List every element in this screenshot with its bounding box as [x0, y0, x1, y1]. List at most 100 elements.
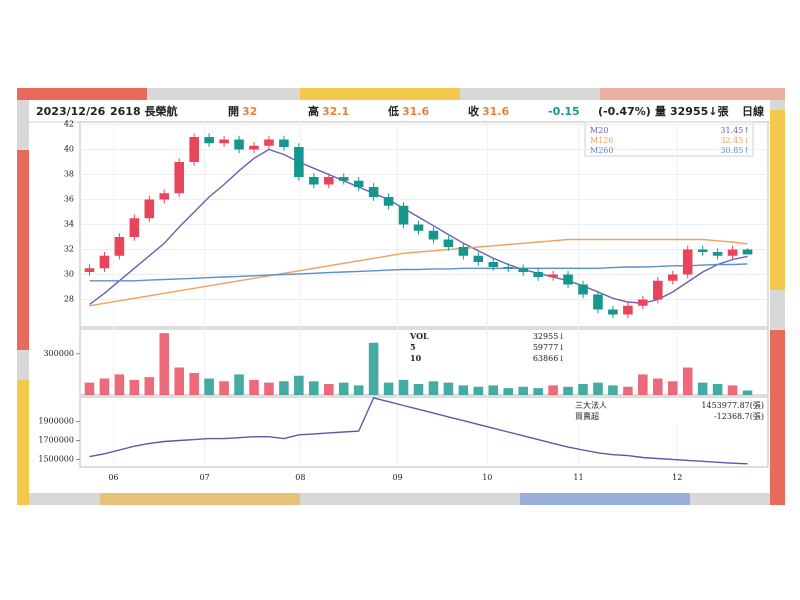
y-tick-label: 28 — [64, 295, 74, 304]
volume-label: 量 — [655, 105, 666, 118]
volume-bar — [249, 379, 259, 395]
stock: 2618 長榮航 — [110, 104, 177, 118]
candle-body — [518, 268, 528, 272]
y-tick-label: 38 — [64, 170, 74, 179]
chart-window — [29, 100, 770, 493]
volume-bar — [279, 381, 289, 395]
volume: 32955↓張 — [670, 105, 729, 118]
volume-bar — [84, 382, 95, 395]
volume-panel — [79, 328, 769, 396]
volume-legend-value: 59777↓ — [533, 343, 565, 352]
volume-bar — [608, 385, 618, 395]
volume-bar — [533, 388, 543, 395]
volume-bar — [368, 342, 379, 395]
y-tick-label: 40 — [64, 145, 74, 154]
volume-bar — [309, 381, 319, 395]
header-label: 收 — [468, 104, 479, 118]
candle-body — [338, 177, 349, 181]
volume-bar — [129, 379, 140, 395]
volume-bar — [294, 375, 304, 395]
volume-bar — [653, 378, 663, 395]
volume-bar — [473, 386, 484, 395]
volume-legend-value: 63866↓ — [533, 354, 565, 363]
candle-body — [84, 268, 95, 272]
volume-bar — [383, 382, 394, 395]
x-tick-label: 10 — [482, 473, 492, 482]
change-pct: (-0.47%) — [598, 105, 651, 118]
candle-body — [563, 274, 573, 285]
period: 日線 — [742, 104, 764, 118]
volume-legend-name: 5 — [410, 342, 416, 352]
legend-name: M20 — [590, 126, 608, 135]
frame-block — [770, 330, 785, 505]
volume-bar — [458, 385, 469, 395]
frame-block — [600, 88, 785, 100]
volume-bar — [99, 378, 110, 395]
candle-body — [473, 255, 484, 262]
y-tick-label: 32 — [64, 245, 74, 254]
candle-body — [204, 137, 214, 144]
holdings-legend-value: 1453977.87(張) — [701, 401, 764, 410]
candle-body — [279, 139, 289, 147]
legend-value: 32.45↓ — [720, 136, 750, 145]
x-tick-label: 06 — [108, 473, 118, 482]
candle-body — [428, 230, 439, 240]
volume-bar — [323, 384, 334, 395]
volume-bar — [697, 382, 708, 395]
volume-bar — [563, 386, 573, 395]
candle-body — [578, 284, 588, 295]
volume-legend-name: 10 — [410, 353, 422, 363]
ma-line — [89, 238, 748, 307]
candle-body — [623, 305, 633, 315]
candle-body — [548, 274, 558, 277]
volume-legend-value: 32955↓ — [533, 332, 565, 341]
candle-body — [234, 139, 244, 150]
x-tick-label: 07 — [200, 473, 210, 482]
volume-bar — [219, 381, 229, 395]
volume-bar — [428, 381, 439, 395]
volume-bar — [443, 382, 454, 395]
x-tick-label: 11 — [573, 473, 583, 482]
x-tick-label: 08 — [295, 473, 305, 482]
header: 2023/12/26 2618 長榮航 -0.15 (-0.47%) 量 329… — [36, 104, 764, 118]
legend-name: M126 — [590, 136, 613, 145]
volume-tick-label: 300000 — [43, 349, 74, 358]
candle-body — [488, 262, 499, 267]
holdings-tick-label: 1700000 — [38, 436, 74, 445]
volume-bar — [712, 384, 723, 395]
candle-body — [742, 249, 753, 255]
candle-body — [383, 197, 394, 206]
volume-bar — [264, 382, 274, 395]
volume-bar — [488, 385, 499, 395]
date: 2023/12/26 — [36, 105, 106, 118]
candle-body — [323, 177, 334, 185]
candle-body — [249, 145, 259, 150]
frame-block — [17, 150, 29, 350]
volume-bar — [353, 385, 364, 395]
candle-body — [593, 294, 603, 310]
volume-bar — [548, 385, 558, 395]
candle-body — [189, 137, 199, 162]
candle-body — [727, 249, 738, 256]
volume-bar — [727, 385, 738, 395]
holdings-legend-name: 買賣超 — [575, 411, 599, 421]
volume-bar — [578, 384, 588, 395]
frame-block — [100, 493, 300, 505]
volume-legend-name: VOL — [409, 331, 429, 341]
candle-body — [413, 224, 424, 231]
candle-body — [219, 139, 229, 144]
legend-value: 31.45↑ — [720, 126, 750, 135]
candle-body — [398, 205, 409, 225]
frame-block — [300, 88, 460, 100]
volume-bar — [742, 390, 753, 395]
y-tick-label: 42 — [64, 120, 74, 129]
volume-bar — [638, 374, 648, 395]
volume-bar — [682, 367, 693, 395]
candle-body — [129, 218, 140, 237]
candle-body — [353, 180, 364, 187]
volume-bar — [518, 386, 528, 395]
candle-body — [368, 187, 379, 197]
holdings-panel — [79, 396, 769, 468]
holdings-tick-label: 1900000 — [38, 417, 74, 426]
